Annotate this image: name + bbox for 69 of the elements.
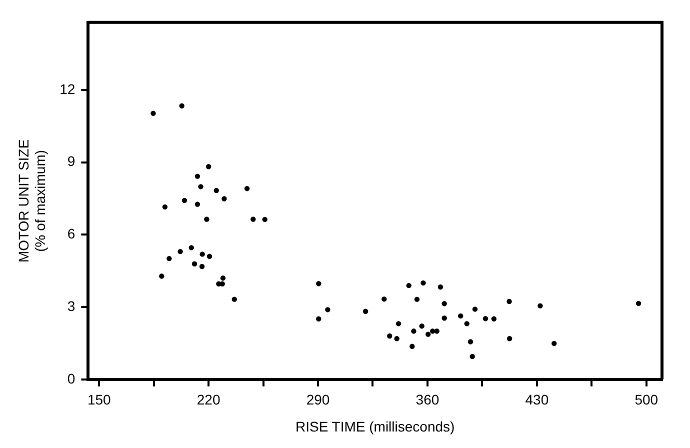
- x-tick-label: 500: [634, 392, 658, 408]
- x-tick-label: 150: [87, 392, 112, 408]
- point: [491, 316, 497, 322]
- y-tick-label: 9: [67, 153, 76, 170]
- point: [470, 354, 475, 360]
- point: [262, 216, 268, 222]
- point: [420, 280, 426, 286]
- point: [362, 308, 368, 314]
- point: [198, 184, 204, 190]
- point: [188, 245, 194, 250]
- point: [430, 328, 436, 334]
- point: [214, 188, 219, 194]
- point: [159, 274, 164, 279]
- point: [206, 254, 212, 259]
- point: [434, 328, 440, 334]
- point: [192, 261, 198, 266]
- point: [442, 316, 447, 321]
- x-tick-label: 430: [525, 392, 549, 408]
- point: [394, 336, 400, 342]
- point: [166, 256, 172, 262]
- point: [244, 186, 250, 192]
- y-tick-label: 3: [67, 298, 76, 314]
- point: [182, 198, 188, 204]
- point: [204, 216, 210, 222]
- point: [442, 301, 447, 306]
- point: [179, 103, 184, 108]
- point: [425, 332, 431, 337]
- point: [438, 284, 444, 290]
- point: [194, 174, 200, 179]
- point: [200, 252, 205, 257]
- point: [194, 202, 200, 207]
- point: [325, 307, 330, 312]
- y-axis-title: MOTOR UNIT SIZE (% of maximum): [15, 139, 48, 262]
- point: [178, 248, 183, 254]
- y-tick-label: 12: [60, 80, 76, 97]
- point: [316, 281, 322, 286]
- point: [220, 275, 226, 281]
- point: [411, 328, 416, 334]
- point: [552, 340, 557, 346]
- point: [410, 344, 415, 349]
- y-tick-label: 0: [67, 370, 76, 386]
- point: [538, 303, 543, 308]
- y-tick-label: 6: [67, 226, 76, 242]
- point: [222, 196, 227, 202]
- point: [232, 296, 237, 302]
- x-tick-label: 290: [306, 392, 330, 408]
- point: [206, 164, 212, 170]
- point: [382, 296, 387, 302]
- point: [406, 282, 412, 288]
- point: [414, 296, 420, 302]
- x-tick-label: 360: [416, 392, 440, 408]
- point: [506, 298, 512, 304]
- point: [250, 216, 256, 222]
- x-axis-title: RISE TIME (milliseconds): [295, 418, 455, 434]
- point: [472, 306, 478, 312]
- point: [506, 336, 512, 342]
- point: [316, 316, 322, 322]
- point: [482, 316, 488, 322]
- point: [458, 313, 464, 319]
- x-tick-label: 220: [196, 392, 220, 408]
- point: [464, 321, 470, 326]
- point: [150, 110, 156, 116]
- point: [396, 321, 402, 326]
- point: [636, 300, 642, 306]
- point: [468, 339, 474, 344]
- point: [199, 264, 205, 270]
- point: [387, 333, 392, 339]
- point: [162, 204, 168, 210]
- point: [419, 323, 424, 329]
